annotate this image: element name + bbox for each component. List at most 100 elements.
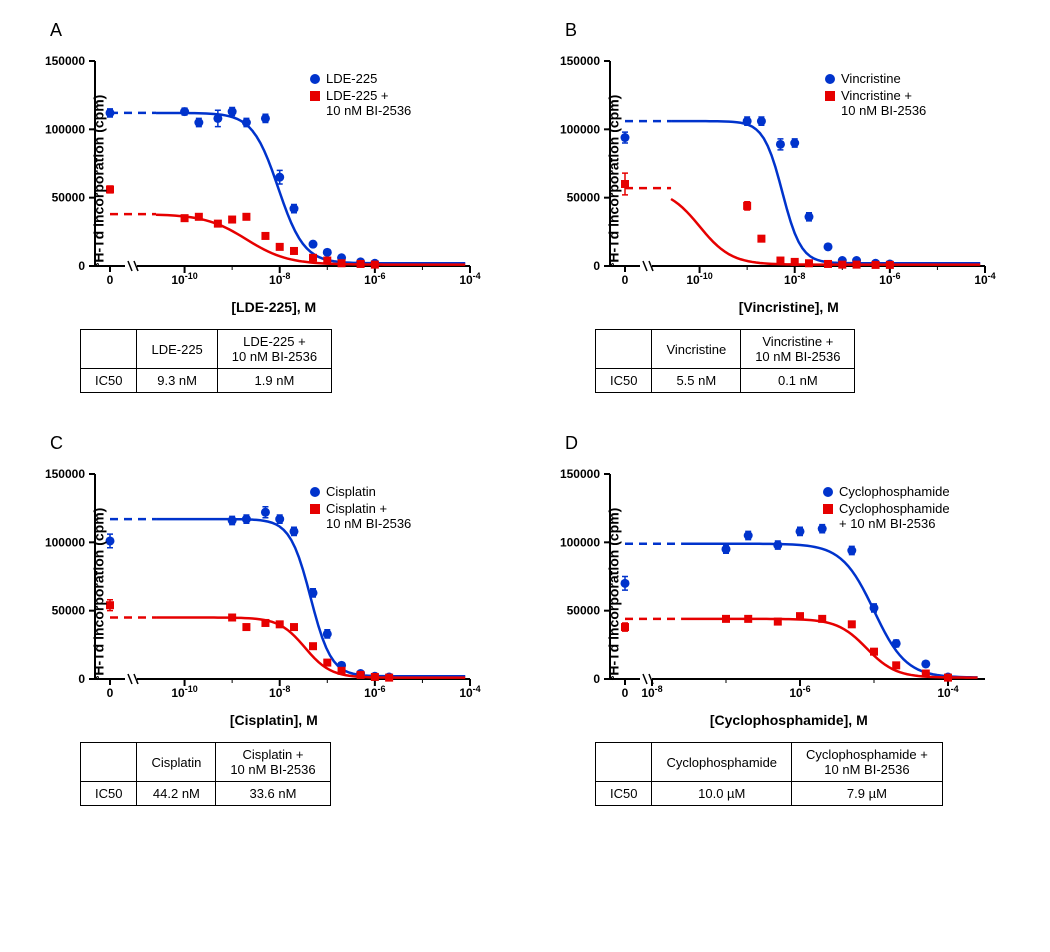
legend-item: LDE-225 + 10 nM BI-2536 — [310, 88, 411, 118]
svg-text:100000: 100000 — [45, 535, 85, 549]
svg-text:10-4: 10-4 — [937, 684, 958, 700]
y-axis-label: ³H-Td incorporation (cpm) — [90, 508, 106, 681]
table-header-cell: Vincristine + 10 nM BI-2536 — [741, 330, 855, 369]
svg-text:150000: 150000 — [45, 467, 85, 481]
panel-label: D — [565, 433, 578, 454]
svg-text:10-6: 10-6 — [879, 271, 900, 287]
table-cell: 0.1 nM — [741, 369, 855, 393]
legend-text: LDE-225 — [326, 71, 377, 86]
legend: Vincristine Vincristine + 10 nM BI-2536 — [825, 71, 926, 120]
table-cell: 7.9 µM — [792, 782, 943, 806]
svg-text:0: 0 — [593, 672, 600, 686]
panel-C: C 0 50000 100000 150000 0 10-10 10-8 10-6 10-4 ³H-… — [20, 433, 515, 806]
table-cell: IC50 — [596, 369, 652, 393]
x-axis-label: [Vincristine], M — [739, 299, 839, 315]
svg-text:10-8: 10-8 — [269, 271, 290, 287]
chart-wrap: 0 50000 100000 150000 0 10-10 10-8 10-6 10-4 ³H-T… — [20, 464, 490, 724]
svg-text:10-10: 10-10 — [686, 271, 712, 287]
svg-text:10-8: 10-8 — [784, 271, 805, 287]
table-cell: IC50 — [596, 782, 652, 806]
x-axis-label: [Cyclophosphamide], M — [710, 712, 868, 728]
svg-text:50000: 50000 — [52, 191, 86, 205]
ic50-table: LDE-225LDE-225 + 10 nM BI-2536IC509.3 nM… — [80, 329, 332, 393]
chart-wrap: 050000100000150000010-810-610-4³H-Td inc… — [535, 464, 1005, 724]
table-header-cell: Cyclophosphamide + 10 nM BI-2536 — [792, 743, 943, 782]
table-header-cell: Cyclophosphamide — [652, 743, 792, 782]
svg-text:0: 0 — [78, 259, 85, 273]
svg-text:10-4: 10-4 — [459, 271, 480, 287]
svg-text:10-6: 10-6 — [364, 271, 385, 287]
svg-text:150000: 150000 — [560, 467, 600, 481]
table-header-cell — [596, 330, 652, 369]
table-cell: 33.6 nM — [216, 782, 330, 806]
circle-marker-icon — [823, 487, 833, 497]
table-header-cell: Vincristine — [652, 330, 741, 369]
svg-text:100000: 100000 — [560, 535, 600, 549]
legend-item: Cyclophosphamide + 10 nM BI-2536 — [823, 501, 950, 531]
square-marker-icon — [310, 504, 320, 514]
table-header-cell — [81, 330, 137, 369]
legend-text: Vincristine — [841, 71, 901, 86]
legend: LDE-225 LDE-225 + 10 nM BI-2536 — [310, 71, 411, 120]
table-header-cell: LDE-225 + 10 nM BI-2536 — [217, 330, 331, 369]
table-cell: IC50 — [81, 369, 137, 393]
table-cell: 9.3 nM — [137, 369, 217, 393]
ic50-table: CyclophosphamideCyclophosphamide + 10 nM… — [595, 742, 943, 806]
y-axis-label: ³H-Td incorporation (cpm) — [90, 95, 106, 268]
table-cell: 10.0 µM — [652, 782, 792, 806]
svg-text:0: 0 — [622, 273, 629, 287]
svg-text:0: 0 — [622, 686, 629, 700]
legend-item: LDE-225 — [310, 71, 411, 86]
table-cell: 1.9 nM — [217, 369, 331, 393]
legend-item: Cyclophosphamide — [823, 484, 950, 499]
legend-text: Cisplatin — [326, 484, 376, 499]
x-axis-label: [Cisplatin], M — [230, 712, 318, 728]
square-marker-icon — [825, 91, 835, 101]
svg-text:10-6: 10-6 — [364, 684, 385, 700]
chart-wrap: 050000100000150000010-1010-810-610-4³H-T… — [535, 51, 1005, 311]
svg-text:10-4: 10-4 — [974, 271, 995, 287]
panel-label: A — [50, 20, 62, 41]
x-axis-label: [LDE-225], M — [231, 299, 316, 315]
table-header-cell: Cisplatin + 10 nM BI-2536 — [216, 743, 330, 782]
svg-text:10-8: 10-8 — [641, 684, 662, 700]
table-header-cell — [596, 743, 652, 782]
panel-label: B — [565, 20, 577, 41]
svg-text:150000: 150000 — [45, 54, 85, 68]
legend-text: LDE-225 + 10 nM BI-2536 — [326, 88, 411, 118]
legend: Cyclophosphamide Cyclophosphamide + 10 nM… — [823, 484, 950, 533]
legend: Cisplatin Cisplatin + 10 nM BI-2536 — [310, 484, 411, 533]
legend-item: Cisplatin + 10 nM BI-2536 — [310, 501, 411, 531]
table-header-cell — [81, 743, 137, 782]
square-marker-icon — [823, 504, 833, 514]
panel-A: A 0 50000 100000 150000 0 10-10 10-8 10-6 10-4 ³H-… — [20, 20, 515, 393]
circle-marker-icon — [825, 74, 835, 84]
svg-text:50000: 50000 — [52, 604, 86, 618]
legend-text: Cyclophosphamide + 10 nM BI-2536 — [839, 501, 950, 531]
table-cell: 44.2 nM — [137, 782, 216, 806]
circle-marker-icon — [310, 487, 320, 497]
panel-label: C — [50, 433, 63, 454]
panel-B: B050000100000150000010-1010-810-610-4³H-… — [535, 20, 1030, 393]
svg-text:50000: 50000 — [567, 191, 601, 205]
svg-text:150000: 150000 — [560, 54, 600, 68]
svg-text:0: 0 — [107, 273, 114, 287]
svg-text:10-6: 10-6 — [789, 684, 810, 700]
legend-text: Vincristine + 10 nM BI-2536 — [841, 88, 926, 118]
svg-text:100000: 100000 — [45, 122, 85, 136]
panel-D: D050000100000150000010-810-610-4³H-Td in… — [535, 433, 1030, 806]
y-axis-label: ³H-Td incorporation (cpm) — [605, 508, 621, 681]
legend-item: Cisplatin — [310, 484, 411, 499]
table-header-cell: Cisplatin — [137, 743, 216, 782]
circle-marker-icon — [310, 74, 320, 84]
svg-text:0: 0 — [78, 672, 85, 686]
svg-text:10-10: 10-10 — [171, 684, 197, 700]
table-cell: IC50 — [81, 782, 137, 806]
chart-wrap: 0 50000 100000 150000 0 10-10 10-8 10-6 10-4 ³H-T… — [20, 51, 490, 311]
legend-text: Cyclophosphamide — [839, 484, 950, 499]
svg-text:10-8: 10-8 — [269, 684, 290, 700]
svg-text:0: 0 — [107, 686, 114, 700]
legend-item: Vincristine — [825, 71, 926, 86]
svg-text:10-10: 10-10 — [171, 271, 197, 287]
svg-text:10-4: 10-4 — [459, 684, 480, 700]
